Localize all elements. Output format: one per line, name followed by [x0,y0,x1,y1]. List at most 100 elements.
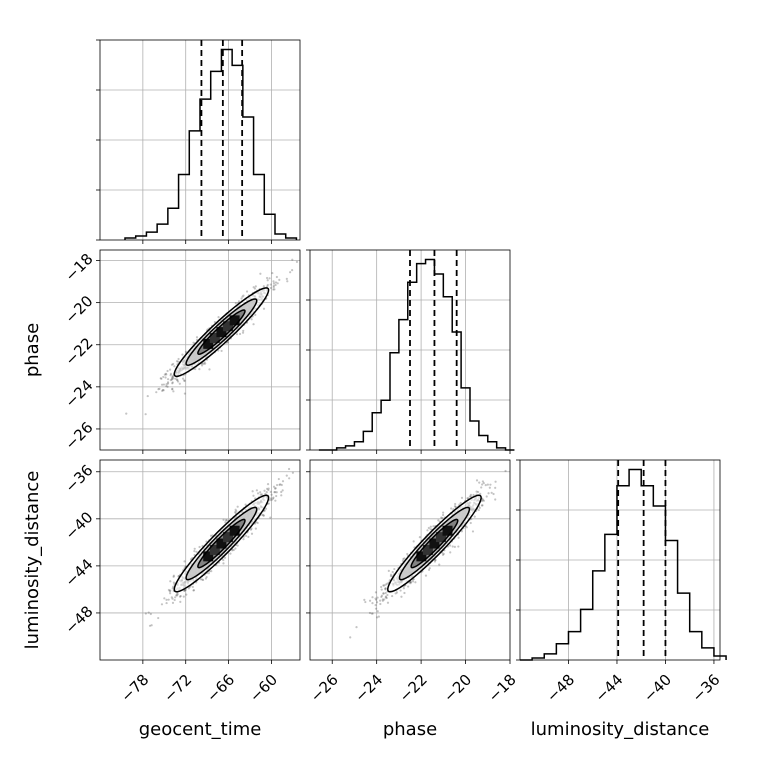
sample-point [471,530,475,533]
sample-point [272,496,275,499]
sample-point [371,596,374,599]
histogram-bar [556,644,568,660]
sample-point [178,382,181,385]
sample-point [481,504,484,507]
sample-point [411,580,415,583]
histogram-bar [146,232,157,240]
panel-geocent-time-vs-phase: −26 −24 −22 −20 −18 [61,249,301,454]
sample-point [256,521,259,525]
sample-point [438,563,441,566]
sample-point [147,611,150,614]
sample-point [269,283,272,286]
sample-point [271,271,274,275]
x-tick-label-luminosity-distance: −36 [688,671,723,706]
sample-point [384,587,387,590]
sample-point [295,260,299,263]
x-tick-label-geocent-time: −72 [160,671,195,706]
sample-point [244,503,247,506]
sample-point [478,481,481,484]
sample-point [275,275,278,279]
sample-point [226,341,230,344]
density-core-cell [209,544,220,555]
sample-point [174,377,177,380]
y-tick-label-luminosity-distance: −36 [61,461,96,496]
sample-point [265,491,268,494]
sample-point [489,483,492,486]
sample-point [224,521,227,524]
histogram-bar [581,609,593,660]
histogram-bar [443,297,452,450]
panel-frame [99,39,301,241]
sample-point [195,336,199,339]
sample-point [384,595,388,598]
panel-luminosity-distance-histogram: −48 −44 −40 −36 [516,459,727,706]
sample-point [272,288,275,291]
histogram-bar [653,506,665,660]
sample-point [166,378,170,381]
sample-point [171,382,174,385]
sample-point [260,493,263,496]
sample-point [371,602,374,605]
sample-point [213,320,216,324]
sample-point [269,497,273,500]
sample-point [183,379,186,383]
sample-point [164,372,167,375]
sample-point [165,383,168,386]
sample-point [394,592,397,595]
y-axis-label-phase: phase [22,323,43,377]
sample-point [169,589,172,592]
sample-point [441,553,445,556]
sample-point [478,506,481,509]
x-tick-label-luminosity-distance: −40 [640,671,675,706]
sample-point [291,258,294,261]
sample-point [280,494,283,497]
sample-point [409,581,412,584]
contour-line [185,506,258,581]
sample-point [289,271,292,274]
density-core-cell [209,332,220,343]
sample-point [144,413,147,416]
sample-point [176,592,179,595]
sample-point [170,596,173,599]
sample-point [171,375,174,378]
density-core-cell [229,525,240,536]
sample-point [193,547,196,550]
y-tick-label-phase: −20 [61,292,96,327]
histogram-bar [479,436,488,450]
sample-point [233,511,237,514]
sample-point [459,501,462,505]
sample-point [236,505,239,508]
sample-point [274,283,277,287]
sample-point [254,527,257,530]
sample-point [457,545,460,548]
sample-point [173,365,176,368]
sample-point [383,584,386,587]
panel-frame [309,459,511,661]
sample-point [403,557,406,560]
sample-point [162,389,165,392]
contour-line [197,518,246,569]
sample-point [167,588,170,592]
sample-point [222,562,225,565]
density-core-cell [216,327,227,338]
density-core-cell [442,525,453,536]
sample-point [254,285,257,288]
sample-point [442,552,445,556]
sample-point [375,616,379,619]
sample-point [252,286,255,289]
x-axis-label-phase: phase [383,719,437,740]
sample-point [159,377,162,380]
sample-point [424,574,428,577]
histogram-bar [264,214,275,240]
sample-point [449,551,452,554]
sample-point [480,504,484,507]
sample-point [183,589,187,592]
y-tick-label-luminosity-distance: −48 [61,602,96,637]
sample-point [494,480,497,483]
histogram-bar [354,442,363,450]
panel-frame [99,459,301,661]
sample-point [195,550,198,553]
contour-line [185,298,258,367]
sample-point [494,486,497,489]
histogram-bar [417,264,426,450]
